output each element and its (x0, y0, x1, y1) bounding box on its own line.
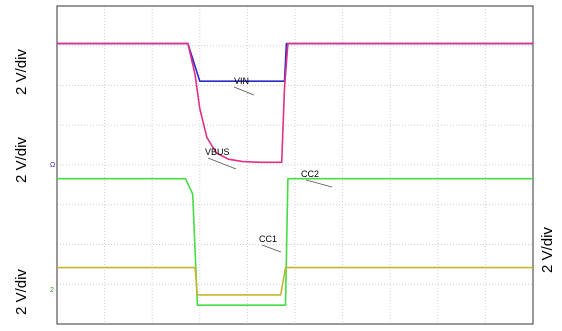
trace-cc1 (57, 266, 533, 296)
y-scale-labels: 2 V/div 2 V/div 2 V/div 2 V/div (13, 49, 556, 315)
trace-cc2 (57, 177, 533, 307)
callout-label-cc1: CC1 (259, 234, 277, 244)
callouts: VIN VBUS CC2 CC1 (205, 76, 333, 253)
callout-label-vbus: VBUS (205, 147, 230, 157)
callout-leader-cc2 (305, 179, 333, 188)
callout-leader-vbus (207, 157, 237, 170)
y-scale-label: 2 V/div (13, 269, 30, 315)
trace-vbus (57, 42, 533, 164)
callout-label-vin: VIN (234, 76, 249, 86)
channel-marker: 2 (50, 287, 54, 294)
y-scale-label: 2 V/div (13, 49, 30, 95)
callout-leader-vin (233, 86, 255, 96)
channel-markers: Ω2 (50, 162, 55, 294)
plot-grid (57, 6, 533, 324)
y-scale-label: 2 V/div (539, 227, 556, 273)
traces (57, 42, 533, 307)
callout-label-cc2: CC2 (301, 169, 319, 179)
y-scale-label: 2 V/div (13, 137, 30, 183)
callout-leader-cc1 (261, 244, 282, 253)
plot-frame (56, 5, 534, 325)
channel-marker: Ω (50, 162, 55, 169)
